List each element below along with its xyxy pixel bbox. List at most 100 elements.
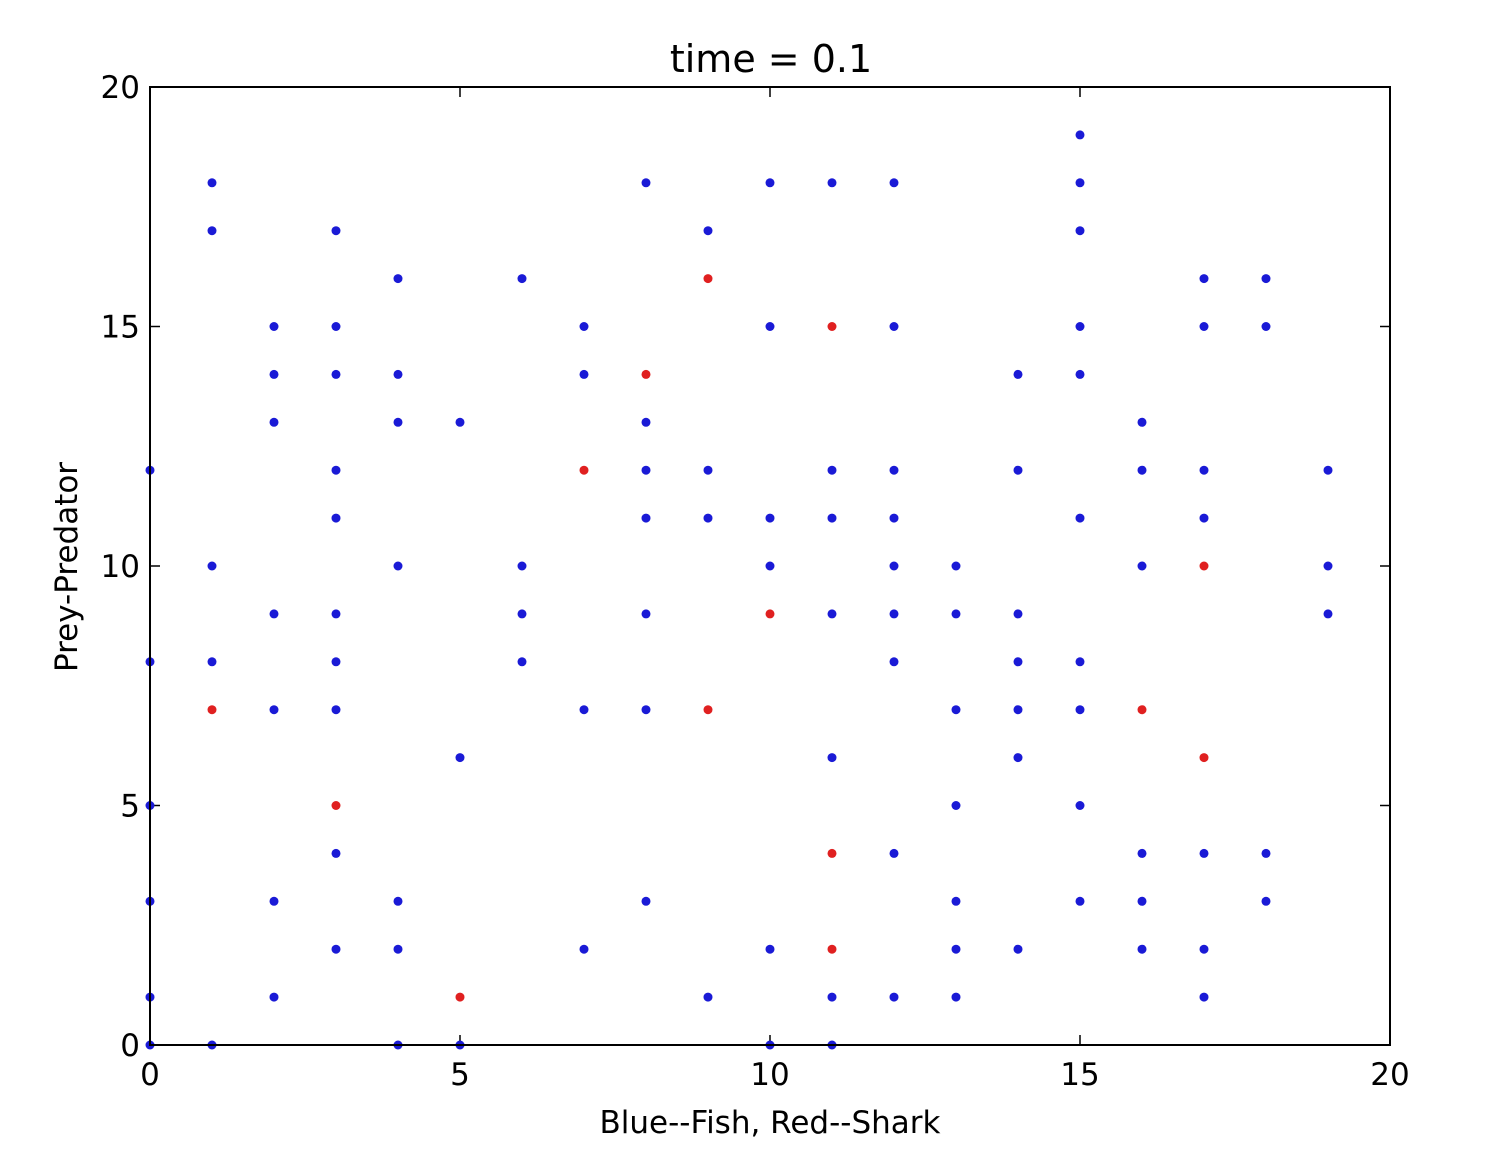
- data-point-blue: [765, 561, 775, 571]
- data-point-blue: [765, 322, 775, 331]
- data-point-blue: [889, 178, 899, 188]
- data-point-blue: [889, 848, 899, 858]
- data-point-red: [827, 848, 837, 858]
- data-point-blue: [1199, 274, 1209, 284]
- data-point-blue: [517, 561, 527, 571]
- data-point-blue: [1261, 322, 1271, 331]
- data-point-blue: [1013, 369, 1023, 379]
- data-point-blue: [889, 561, 899, 571]
- x-tick-label: 0: [140, 1057, 160, 1093]
- data-point-red: [827, 322, 837, 331]
- data-point-blue: [331, 609, 341, 619]
- x-tick-label: 20: [1370, 1057, 1409, 1093]
- data-point-blue: [1075, 896, 1085, 906]
- data-point-blue: [1137, 561, 1147, 571]
- data-point-blue: [1075, 178, 1085, 188]
- data-point-blue: [331, 322, 341, 331]
- data-point-blue: [207, 226, 217, 236]
- data-point-blue: [455, 753, 465, 763]
- data-point-blue: [827, 178, 837, 188]
- data-point-blue: [889, 465, 899, 475]
- data-point-blue: [1199, 944, 1209, 954]
- data-point-blue: [1013, 753, 1023, 763]
- x-axis-label: Blue--Fish, Red--Shark: [600, 1105, 941, 1141]
- data-point-blue: [1075, 130, 1085, 140]
- data-point-blue: [1013, 465, 1023, 475]
- data-point-blue: [1323, 561, 1333, 571]
- y-tick-label: 0: [120, 1028, 140, 1064]
- data-point-blue: [1199, 848, 1209, 858]
- data-point-blue: [517, 609, 527, 619]
- data-point-blue: [951, 801, 961, 810]
- data-point-red: [1137, 705, 1147, 715]
- plot-frame: [149, 86, 1391, 1046]
- data-point-blue: [827, 513, 837, 523]
- data-point-blue: [393, 561, 403, 571]
- data-point-blue: [641, 705, 651, 715]
- data-points: [145, 130, 1333, 1050]
- data-point-blue: [889, 322, 899, 331]
- data-point-blue: [393, 369, 403, 379]
- data-point-red: [765, 609, 775, 619]
- data-point-blue: [827, 609, 837, 619]
- data-point-blue: [951, 992, 961, 1002]
- data-point-blue: [331, 944, 341, 954]
- data-point-blue: [641, 513, 651, 523]
- data-point-blue: [517, 274, 527, 284]
- data-point-blue: [455, 417, 465, 427]
- data-point-blue: [269, 992, 279, 1002]
- data-point-blue: [1013, 657, 1023, 667]
- data-point-blue: [331, 226, 341, 236]
- data-point-blue: [269, 896, 279, 906]
- data-point-red: [827, 944, 837, 954]
- data-point-blue: [765, 513, 775, 523]
- data-point-blue: [331, 848, 341, 858]
- data-point-blue: [269, 369, 279, 379]
- x-tick-label: 15: [1060, 1057, 1099, 1093]
- data-point-red: [641, 369, 651, 379]
- data-point-blue: [331, 465, 341, 475]
- data-point-blue: [393, 896, 403, 906]
- data-point-blue: [269, 705, 279, 715]
- data-point-blue: [889, 992, 899, 1002]
- data-point-red: [331, 801, 341, 810]
- data-point-blue: [1075, 226, 1085, 236]
- data-point-blue: [207, 561, 217, 571]
- data-point-blue: [1261, 274, 1271, 284]
- data-point-blue: [579, 369, 589, 379]
- data-point-blue: [1075, 705, 1085, 715]
- data-point-blue: [517, 657, 527, 667]
- data-point-blue: [1137, 944, 1147, 954]
- data-point-blue: [641, 465, 651, 475]
- data-point-blue: [579, 322, 589, 331]
- data-point-blue: [1137, 896, 1147, 906]
- y-axis-label: Prey-Predator: [49, 462, 85, 672]
- data-point-blue: [1261, 848, 1271, 858]
- data-point-blue: [207, 178, 217, 188]
- x-tick-label: 10: [750, 1057, 789, 1093]
- data-point-red: [703, 274, 713, 284]
- data-point-blue: [331, 369, 341, 379]
- data-point-blue: [1075, 801, 1085, 810]
- data-point-blue: [1075, 657, 1085, 667]
- data-point-blue: [269, 322, 279, 331]
- y-tick-label: 15: [101, 310, 140, 346]
- data-point-blue: [1323, 609, 1333, 619]
- data-point-blue: [1199, 322, 1209, 331]
- y-tick-label: 20: [101, 70, 140, 106]
- data-point-blue: [951, 561, 961, 571]
- data-point-blue: [951, 705, 961, 715]
- data-point-blue: [827, 753, 837, 763]
- data-point-blue: [393, 417, 403, 427]
- data-point-blue: [1323, 465, 1333, 475]
- data-point-blue: [331, 705, 341, 715]
- data-point-blue: [703, 992, 713, 1002]
- data-point-blue: [1013, 609, 1023, 619]
- data-point-blue: [393, 274, 403, 284]
- data-point-blue: [579, 705, 589, 715]
- data-point-blue: [1137, 465, 1147, 475]
- data-point-blue: [827, 465, 837, 475]
- data-point-blue: [641, 896, 651, 906]
